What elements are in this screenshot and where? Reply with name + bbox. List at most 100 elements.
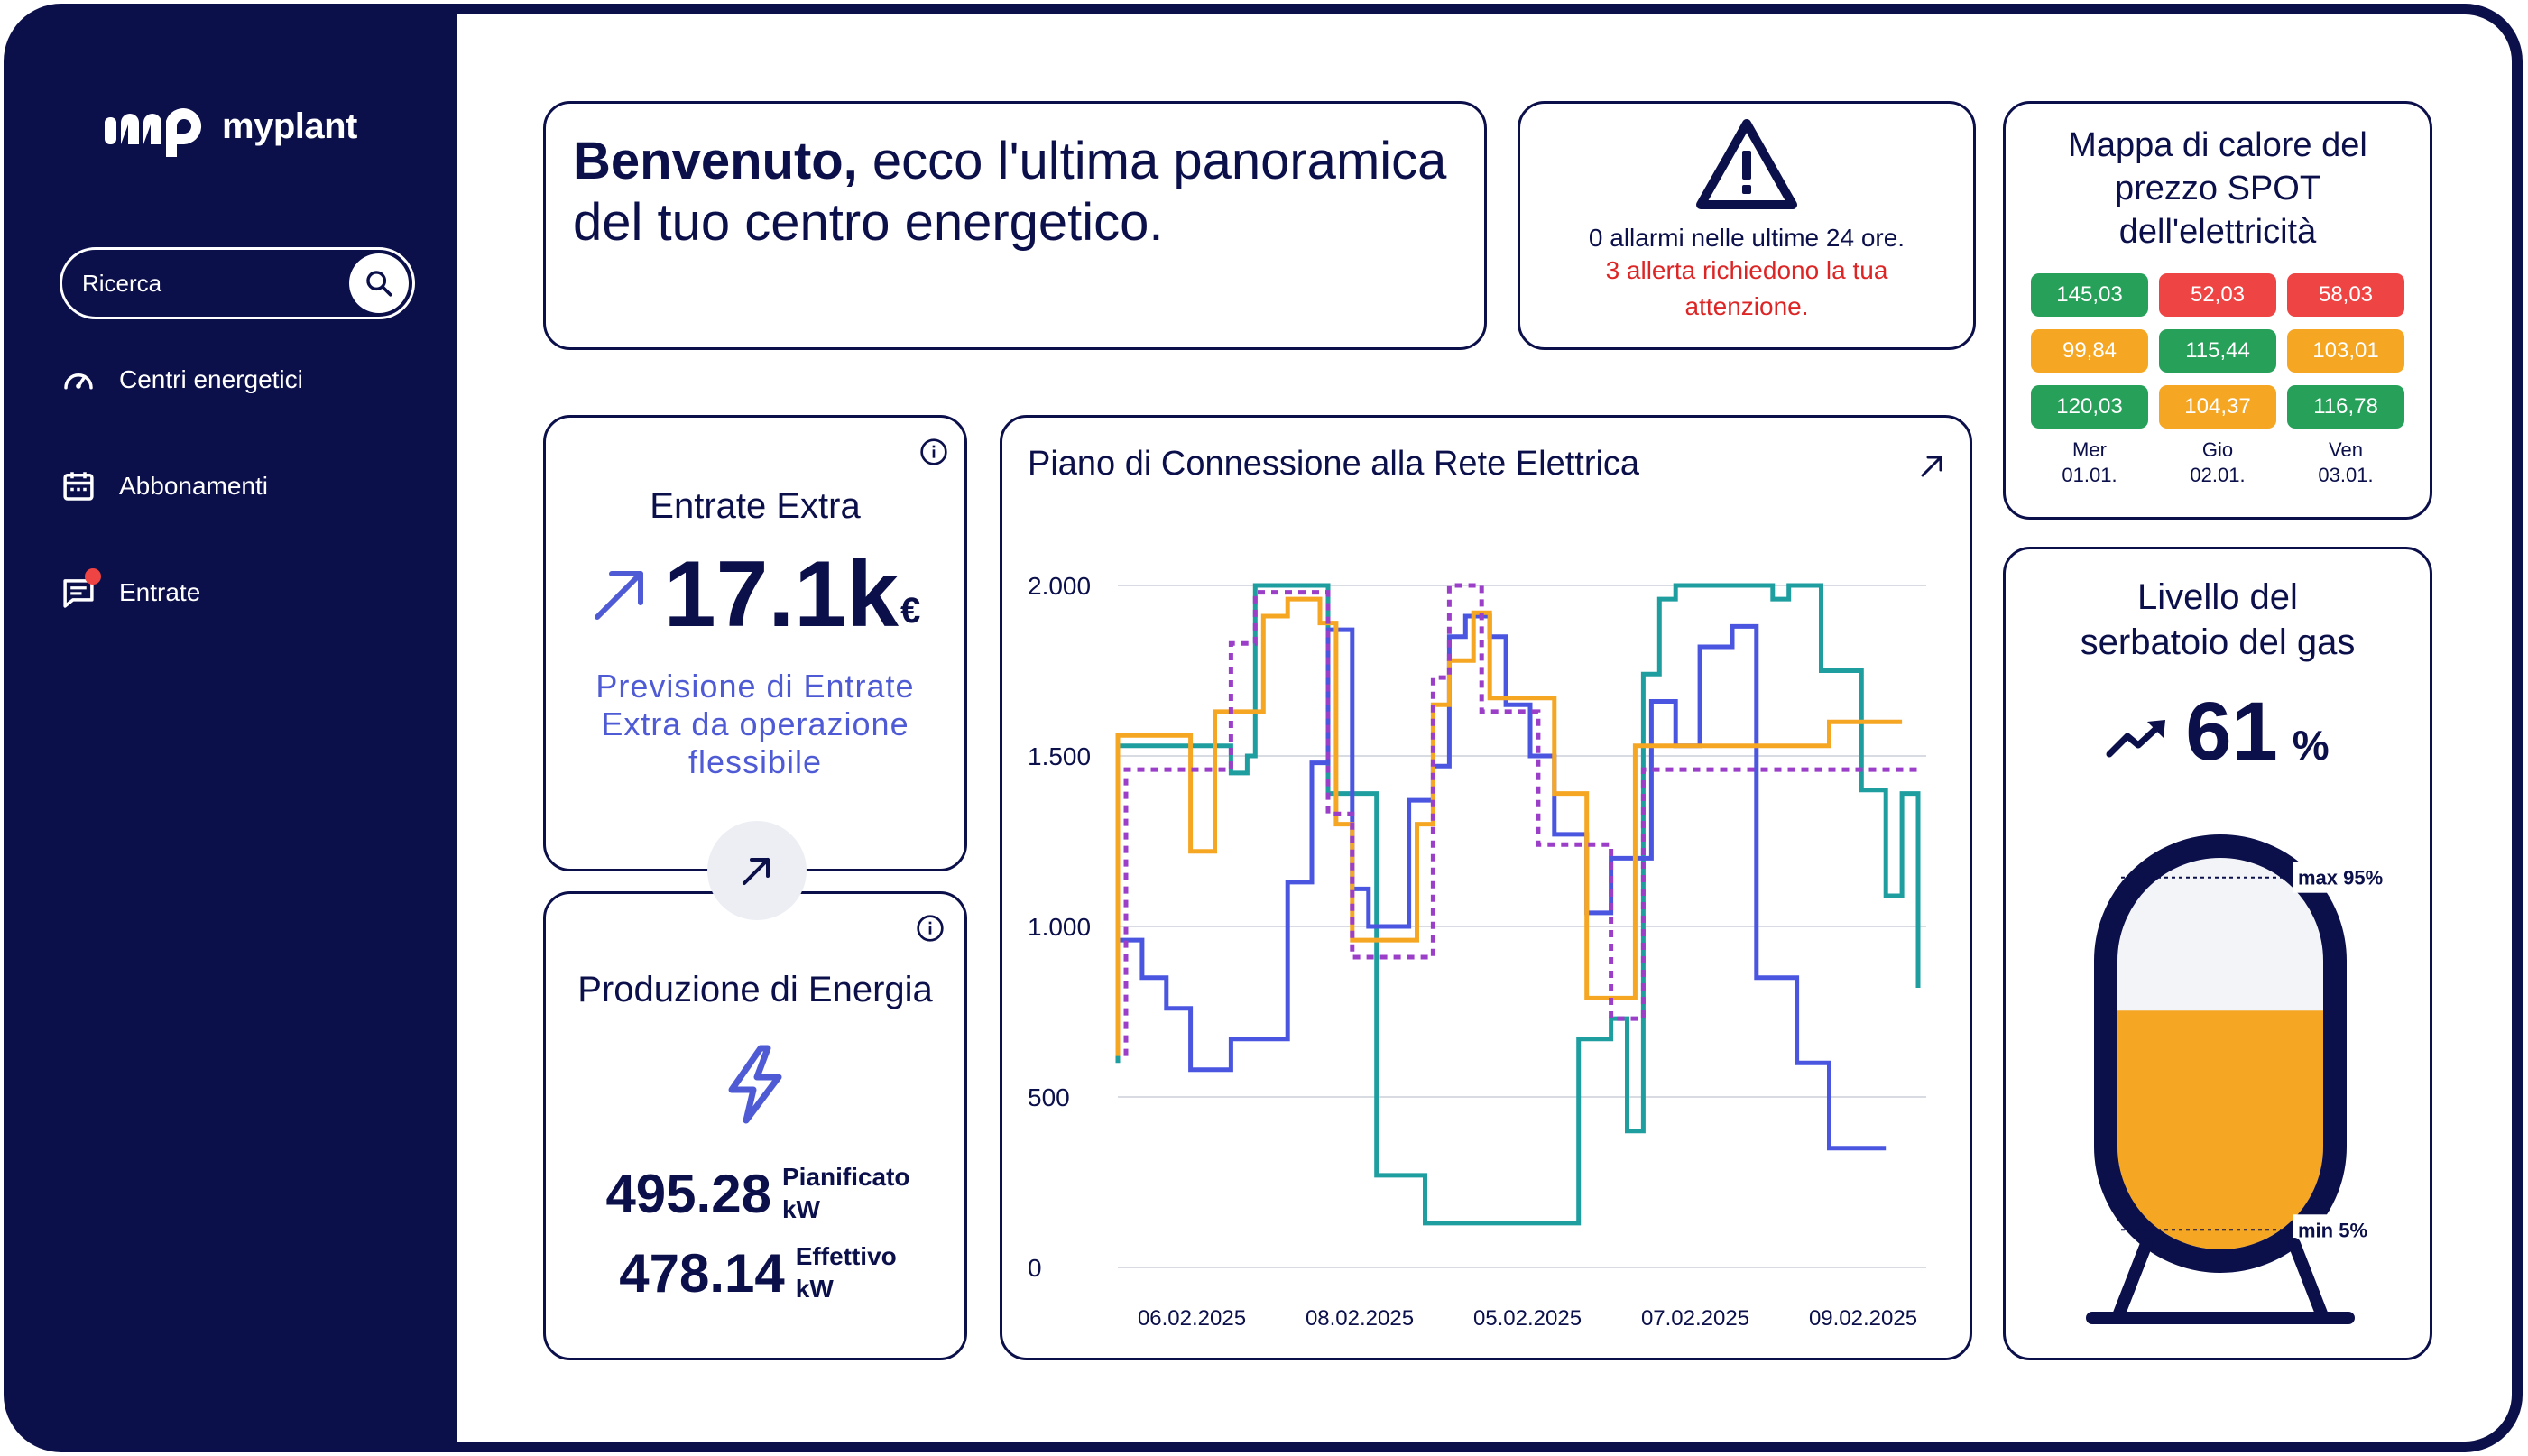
- app-logo[interactable]: myplant: [101, 94, 357, 159]
- trending-up-icon: [2106, 720, 2166, 758]
- alarm-card[interactable]: 0 allarmi nelle ultime 24 ore. 3 allerta…: [1518, 101, 1976, 350]
- x-tick-label: 08.02.2025: [1306, 1306, 1414, 1331]
- heatmap-day-label: Gio 02.01.: [2159, 438, 2276, 488]
- actual-label: Effettivo: [795, 1242, 897, 1270]
- extra-revenue-currency: €: [900, 591, 921, 631]
- heatmap-cell[interactable]: 99,84: [2031, 329, 2148, 373]
- heatmap-cell[interactable]: 120,03: [2031, 385, 2148, 429]
- heatmap-day-date: 01.01.: [2062, 464, 2117, 486]
- alert-attention-text: 3 allerta richiedono la tua attenzione.: [1605, 256, 1888, 320]
- x-tick-label: 09.02.2025: [1809, 1306, 1917, 1331]
- chart-series-line-1[interactable]: [1115, 583, 1921, 1226]
- y-tick-label: 500: [1028, 1083, 1070, 1111]
- gas-level-value: 61 %: [2006, 685, 2430, 779]
- x-tick-label: 05.02.2025: [1473, 1306, 1582, 1331]
- sidebar-item-label: Centri energetici: [119, 365, 303, 393]
- myplant-logo-icon: [105, 108, 202, 157]
- heatmap-day-label: Mer 01.01.: [2031, 438, 2148, 488]
- gas-title: Livello del serbatoio del gas: [2080, 577, 2356, 662]
- gas-level-fill: [2117, 1010, 2323, 1249]
- actual-production-row: 478.14 Effettivo kW: [546, 1240, 970, 1305]
- app-frame: myplant Centri energetici Abboname: [4, 4, 2523, 1452]
- actual-unit: kW: [795, 1275, 834, 1303]
- search-button[interactable]: [349, 253, 409, 313]
- gas-percent-unit: %: [2292, 722, 2330, 769]
- gas-tank-graphic: max 95% min 5%: [2086, 834, 2401, 1324]
- y-tick-label: 1.000: [1028, 913, 1091, 941]
- heatmap-cell[interactable]: 116,78: [2287, 385, 2404, 429]
- heatmap-title: Mappa di calore del prezzo SPOT dell'ele…: [2068, 126, 2367, 251]
- heatmap-day-label: Ven 03.01.: [2287, 438, 2404, 488]
- alarm-count-text: 0 allarmi nelle ultime 24 ore.: [1588, 224, 1905, 252]
- spot-price-heatmap-card: Mappa di calore del prezzo SPOT dell'ele…: [2003, 101, 2432, 520]
- lightning-bolt-icon: [728, 1045, 782, 1124]
- heatmap-cell[interactable]: 145,03: [2031, 273, 2148, 317]
- sidebar-item-label: Abbonamenti: [119, 472, 269, 500]
- welcome-message: Benvenuto, ecco l'ultima panoramica del …: [573, 131, 1457, 253]
- notification-dot: [85, 568, 101, 585]
- chart-series-line-2[interactable]: [1118, 613, 1887, 1151]
- info-icon[interactable]: [916, 914, 945, 943]
- max-level-label: max 95%: [2298, 867, 2383, 889]
- arrow-up-right-icon: [743, 858, 770, 885]
- app-name: myplant: [222, 106, 357, 146]
- sidebar-item-label: Entrate: [119, 578, 201, 606]
- heatmap-cell[interactable]: 115,44: [2159, 329, 2276, 373]
- grid-connection-chart: 0 500 1.000 1.500 2.000 06.02.2025 08.02.2025 0…: [1028, 572, 1926, 1331]
- search-input[interactable]: [82, 269, 335, 298]
- sidebar-item-centri-energetici[interactable]: Centri energetici: [60, 361, 303, 399]
- sidebar-item-abbonamenti[interactable]: Abbonamenti: [60, 467, 268, 505]
- gas-tank-card: Livello del serbatoio del gas 61 % max 9…: [2003, 547, 2432, 1360]
- y-tick-label: 0: [1028, 1254, 1042, 1282]
- planned-production-row: 495.28 Pianificato kW: [546, 1161, 970, 1226]
- heatmap-day-date: 02.01.: [2190, 464, 2246, 486]
- extra-revenue-value: 17.1k: [663, 542, 899, 647]
- extra-revenue-description: Previsione di Entrate Extra da operazion…: [595, 668, 915, 780]
- heatmap-cell[interactable]: 58,03: [2287, 273, 2404, 317]
- actual-production-value: 478.14: [619, 1242, 785, 1304]
- min-level-label: min 5%: [2298, 1219, 2367, 1241]
- actual-production-label: Effettivo kW: [796, 1240, 897, 1305]
- heatmap-day-name: Mer: [2072, 438, 2107, 461]
- search-bar: [60, 247, 415, 319]
- y-tick-label: 1.500: [1028, 742, 1091, 770]
- heatmap-cell[interactable]: 104,37: [2159, 385, 2276, 429]
- x-tick-label: 07.02.2025: [1641, 1306, 1749, 1331]
- expand-connector-button[interactable]: [707, 821, 807, 920]
- tank-legs: [2086, 1238, 2355, 1324]
- extra-revenue-title: Entrate Extra: [650, 486, 861, 526]
- planned-production-value: 495.28: [605, 1163, 771, 1224]
- heatmap-day-name: Gio: [2201, 438, 2234, 461]
- tank-outline: [2094, 834, 2347, 1273]
- expand-chart-icon[interactable]: [1919, 452, 1946, 479]
- gas-percent: 61: [2185, 686, 2278, 778]
- energy-production-card: Produzione di Energia 495.28 Pianificato…: [543, 891, 967, 1360]
- welcome-greeting: Benvenuto,: [573, 132, 858, 190]
- speedometer-icon: [64, 373, 93, 390]
- arrow-up-right-icon: [594, 571, 643, 620]
- heatmap-day-name: Ven: [2329, 438, 2363, 461]
- heatmap-days: Mer 01.01. Gio 02.01. Ven 03.01.: [2031, 438, 2404, 488]
- chart-title: Piano di Connessione alla Rete Elettrica: [1028, 445, 1640, 483]
- y-tick-label: 2.000: [1028, 572, 1091, 600]
- extra-revenue-value-row: 17.1k €: [546, 545, 964, 644]
- extra-revenue-card: Entrate Extra 17.1k € Previsione di Entr…: [543, 415, 967, 871]
- planned-unit: kW: [781, 1195, 820, 1223]
- sidebar-item-entrate[interactable]: Entrate: [60, 568, 201, 612]
- heatmap-grid: 145,03 52,03 58,03 99,84 115,44 103,01 120,03 1…: [2031, 273, 2404, 429]
- message-icon-wrap: [60, 568, 101, 612]
- planned-label: Pianificato: [781, 1163, 910, 1191]
- warning-icon: [1696, 119, 1797, 209]
- welcome-card: Benvenuto, ecco l'ultima panoramica del …: [543, 101, 1487, 350]
- heatmap-cell[interactable]: 52,03: [2159, 273, 2276, 317]
- grid-connection-chart-card: Piano di Connessione alla Rete Elettrica…: [1000, 415, 1972, 1360]
- info-icon[interactable]: [919, 438, 948, 466]
- heatmap-cell[interactable]: 103,01: [2287, 329, 2404, 373]
- search-icon: [366, 271, 392, 297]
- planned-production-label: Pianificato kW: [782, 1161, 910, 1226]
- welcome-text: ecco l'ultima panoramica del tuo centro …: [573, 132, 1447, 252]
- chart-series-line-4[interactable]: [1123, 583, 1918, 1056]
- chart-series-line-3[interactable]: [1115, 596, 1903, 1056]
- x-tick-label: 06.02.2025: [1138, 1306, 1246, 1331]
- calendar-icon: [63, 472, 94, 501]
